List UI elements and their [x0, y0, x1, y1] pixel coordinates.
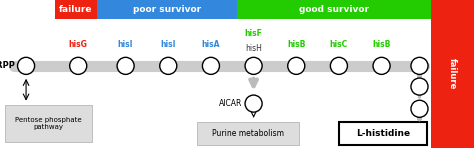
Text: hisB: hisB [287, 40, 305, 49]
Ellipse shape [411, 57, 428, 74]
Text: hisD: hisD [430, 82, 449, 91]
Text: hisD: hisD [430, 104, 449, 113]
Ellipse shape [70, 57, 87, 74]
Ellipse shape [411, 100, 428, 117]
Text: hisG: hisG [69, 40, 88, 49]
Bar [237, 0, 431, 18]
Text: good survivor: good survivor [299, 5, 369, 14]
Text: failure: failure [59, 5, 92, 14]
Bar [339, 122, 427, 145]
Text: failure: failure [448, 58, 457, 90]
Ellipse shape [288, 57, 305, 74]
Ellipse shape [18, 57, 35, 74]
Text: hisI: hisI [161, 40, 176, 49]
Text: poor survivor: poor survivor [133, 5, 201, 14]
Text: PRPP: PRPP [0, 61, 15, 70]
Text: hisI: hisI [118, 40, 133, 49]
Ellipse shape [160, 57, 177, 74]
Bar [55, 0, 97, 18]
Ellipse shape [245, 57, 262, 74]
Text: hisA: hisA [201, 40, 220, 49]
Ellipse shape [411, 78, 428, 95]
Text: AICAR: AICAR [219, 99, 243, 108]
Bar [197, 122, 299, 145]
Bar [97, 0, 237, 18]
Text: hisB: hisB [373, 40, 391, 49]
Text: Purine metabolism: Purine metabolism [212, 129, 283, 138]
Bar [431, 0, 474, 148]
Ellipse shape [245, 95, 262, 112]
Text: Pentose phosphate
pathway: Pentose phosphate pathway [15, 117, 82, 130]
Text: hisF: hisF [245, 29, 263, 38]
Text: L-histidine: L-histidine [356, 129, 410, 138]
Bar [5, 105, 92, 142]
Ellipse shape [117, 57, 134, 74]
Ellipse shape [330, 57, 347, 74]
Text: hisH: hisH [245, 44, 262, 53]
Text: hisC: hisC [330, 40, 348, 49]
Ellipse shape [373, 57, 390, 74]
Ellipse shape [202, 57, 219, 74]
